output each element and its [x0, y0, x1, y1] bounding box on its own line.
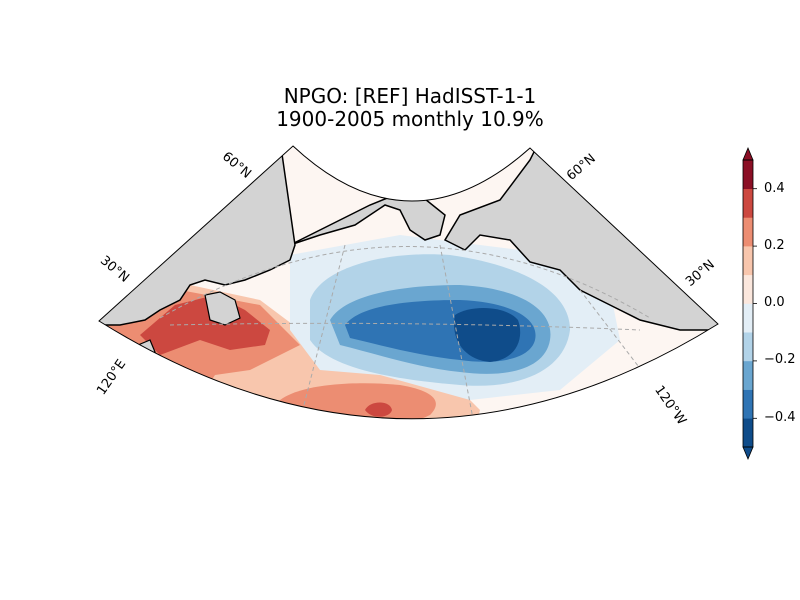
colorbar-segment	[743, 160, 753, 189]
gridline-lat-45	[159, 246, 651, 319]
colorbar-segment	[743, 303, 753, 333]
colorbar-segment	[743, 188, 753, 218]
map-sector-outline	[98, 145, 719, 420]
colorbar-extend-max	[742, 146, 754, 161]
gridline-lon-3	[579, 289, 646, 376]
colorbar-segment	[743, 332, 753, 362]
gridline-lat-20	[169, 322, 641, 331]
map-title-line1: NPGO: [REF] HadISST-1-1	[283, 84, 537, 108]
gridline-lon-2	[439, 244, 479, 419]
colorbar-tick-0.4: 0.4	[764, 181, 785, 196]
colorbar-segment	[743, 389, 753, 419]
colorbar-tick-neg0.4: −0.4	[764, 410, 796, 425]
colorbar-segment	[743, 246, 753, 276]
pos-region-south-core	[365, 402, 392, 417]
neg-region-core	[454, 308, 521, 362]
colorbar-segment	[743, 274, 753, 304]
colorbar-extend-min	[742, 446, 754, 461]
gridline-lon-1	[294, 244, 346, 419]
colorbar-tick-neg0.2: −0.2	[764, 352, 796, 367]
map-title-line2: 1900-2005 monthly 10.9%	[276, 107, 544, 131]
colorbar-segment	[743, 418, 753, 448]
colorbar-segment	[743, 217, 753, 247]
colorbar-segment	[743, 360, 753, 390]
colorbar-tick-0.2: 0.2	[764, 238, 785, 253]
colorbar-tick-0.0: 0.0	[764, 295, 785, 310]
land-japan	[204, 291, 241, 326]
